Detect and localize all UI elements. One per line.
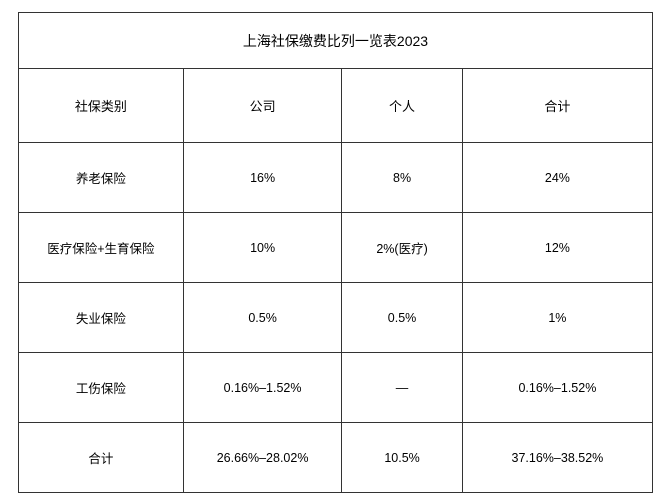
cell-total: 12% [462, 213, 652, 283]
cell-personal: 0.5% [342, 283, 462, 353]
cell-total: 24% [462, 143, 652, 213]
cell-total: 1% [462, 283, 652, 353]
col-header-total: 合计 [462, 69, 652, 143]
cell-category: 医疗保险+生育保险 [19, 213, 184, 283]
table-title: 上海社保缴费比列一览表2023 [19, 13, 653, 69]
cell-personal: 10.5% [342, 423, 462, 493]
table-row: 医疗保险+生育保险 10% 2%(医疗) 12% [19, 213, 653, 283]
cell-total: 37.16%–38.52% [462, 423, 652, 493]
cell-company: 0.5% [183, 283, 342, 353]
table-row: 养老保险 16% 8% 24% [19, 143, 653, 213]
col-header-category: 社保类别 [19, 69, 184, 143]
cell-company: 26.66%–28.02% [183, 423, 342, 493]
cell-category: 合计 [19, 423, 184, 493]
cell-personal: 2%(医疗) [342, 213, 462, 283]
table-row: 失业保险 0.5% 0.5% 1% [19, 283, 653, 353]
cell-category: 养老保险 [19, 143, 184, 213]
title-row: 上海社保缴费比列一览表2023 [19, 13, 653, 69]
header-row: 社保类别 公司 个人 合计 [19, 69, 653, 143]
cell-category: 工伤保险 [19, 353, 184, 423]
cell-company: 0.16%–1.52% [183, 353, 342, 423]
cell-company: 16% [183, 143, 342, 213]
cell-total: 0.16%–1.52% [462, 353, 652, 423]
social-insurance-table: 上海社保缴费比列一览表2023 社保类别 公司 个人 合计 养老保险 16% 8… [18, 12, 653, 493]
cell-personal: 8% [342, 143, 462, 213]
table-row: 工伤保险 0.16%–1.52% — 0.16%–1.52% [19, 353, 653, 423]
col-header-personal: 个人 [342, 69, 462, 143]
col-header-company: 公司 [183, 69, 342, 143]
cell-personal: — [342, 353, 462, 423]
cell-company: 10% [183, 213, 342, 283]
cell-category: 失业保险 [19, 283, 184, 353]
table-row-total: 合计 26.66%–28.02% 10.5% 37.16%–38.52% [19, 423, 653, 493]
